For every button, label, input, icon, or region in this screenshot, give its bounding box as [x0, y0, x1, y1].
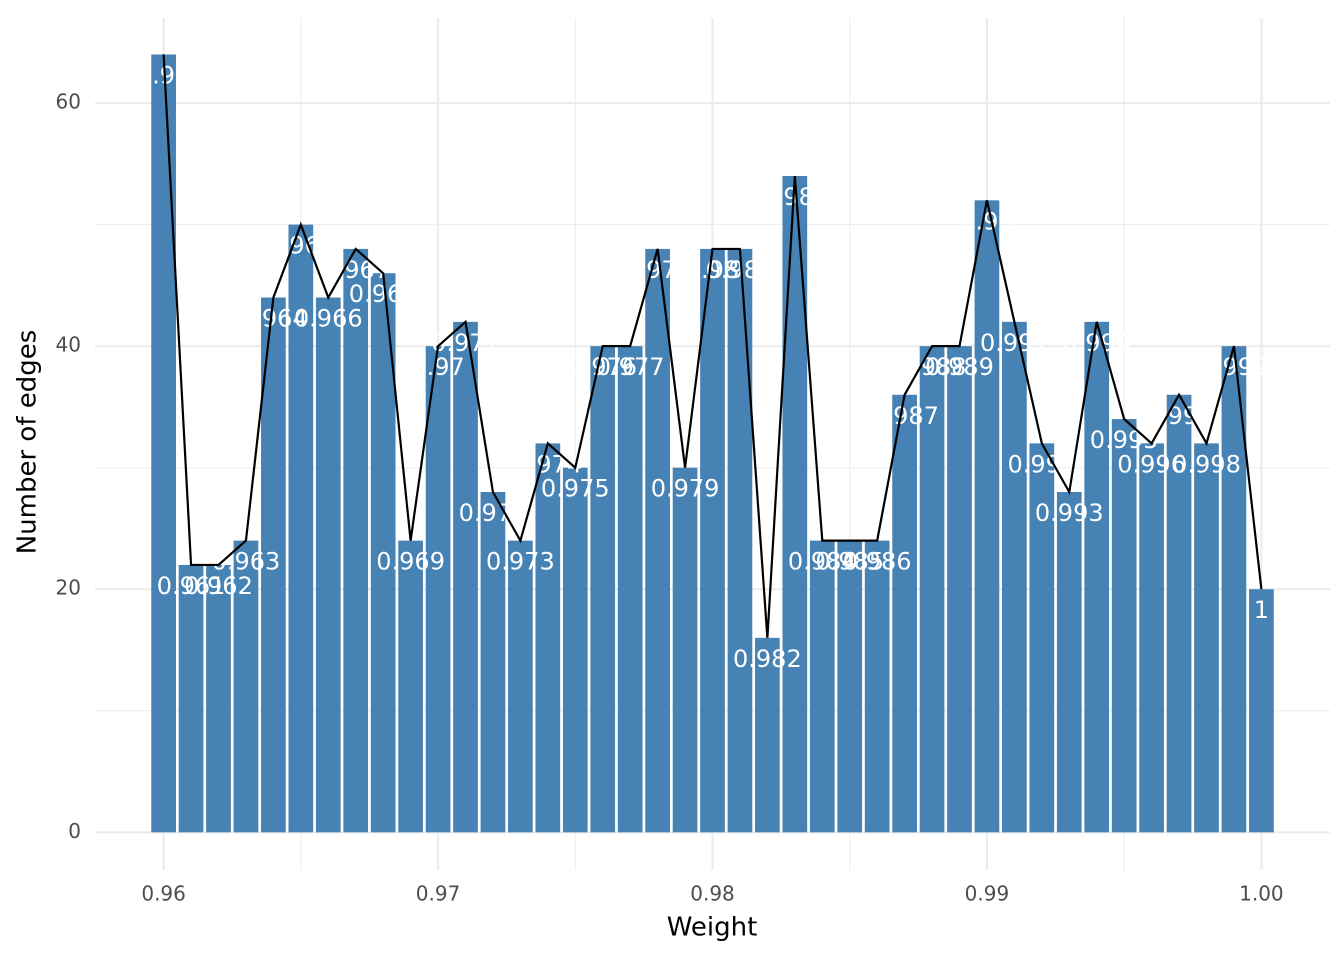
bar: [151, 54, 176, 833]
bar-label: 0.996: [1117, 450, 1186, 478]
x-tick-label: 1.00: [1239, 882, 1284, 906]
bar-label: 0.966: [294, 305, 363, 333]
bar-label: 0.976: [568, 353, 637, 381]
bar: [809, 540, 835, 833]
bar: [782, 176, 808, 833]
bar-label: 0.994: [1062, 329, 1131, 357]
bar: [178, 564, 204, 833]
bar-label: 0.968: [349, 280, 418, 308]
y-tick-label: 60: [56, 90, 81, 114]
bar: [590, 346, 616, 833]
bar: [919, 346, 945, 833]
trend-line: [162, 54, 1263, 638]
bar: [261, 297, 286, 833]
bar-label: 0.98: [686, 256, 739, 284]
bar: [206, 564, 231, 833]
bar: [315, 297, 341, 833]
bar: [398, 540, 423, 833]
bar: [480, 492, 506, 833]
bar-label: 0.979: [651, 475, 720, 503]
bar: [1084, 321, 1110, 833]
bar: [1194, 443, 1219, 833]
bar: [755, 637, 780, 833]
bar: [645, 248, 670, 833]
bar: [1139, 443, 1164, 833]
bar-label: 0.991: [980, 329, 1049, 357]
bar: [617, 346, 643, 833]
bar-label: 0.969: [376, 548, 445, 576]
bar-label: 0.989: [925, 353, 994, 381]
bar: [425, 346, 451, 833]
bar: [233, 540, 259, 833]
bar: [1056, 492, 1082, 833]
bar-label: 0.993: [1035, 499, 1104, 527]
bar: [1029, 443, 1055, 833]
bar-label: 0.961: [157, 572, 226, 600]
bar-label: 0.97: [411, 353, 464, 381]
bar: [370, 273, 396, 833]
bar-label: 1: [1254, 596, 1269, 624]
y-axis-title: Number of edges: [13, 330, 43, 555]
bar-label: 0.988: [898, 353, 967, 381]
bar: [837, 540, 863, 833]
bar: [1166, 394, 1192, 833]
bar-label: 0.965: [266, 232, 335, 260]
bar-label: 0.998: [1172, 450, 1241, 478]
y-tick-label: 0: [68, 819, 81, 843]
bar-label: 0.992: [1007, 450, 1076, 478]
bar-label: 0.99: [960, 207, 1013, 235]
bar-label: 0.975: [541, 475, 610, 503]
bar: [535, 443, 561, 833]
bar: [947, 346, 972, 833]
bar-label: 0.982: [733, 645, 802, 673]
bar: [562, 467, 588, 833]
x-axis-title: Weight: [667, 913, 758, 943]
bar-label: 0.962: [184, 572, 253, 600]
bar: [1002, 321, 1027, 833]
bar: [288, 224, 314, 833]
x-tick-label: 0.98: [690, 882, 735, 906]
bar-label: 0.987: [870, 402, 939, 430]
bar-label: 0.984: [788, 548, 857, 576]
bar-label: 0.972: [459, 499, 528, 527]
bar: [672, 467, 698, 833]
bar-label: 0.999: [1200, 353, 1269, 381]
x-tick-label: 0.99: [965, 882, 1010, 906]
bar-label: 0.973: [486, 548, 555, 576]
bar-label: 0.977: [596, 353, 665, 381]
bar: [1111, 419, 1137, 833]
bar: [892, 394, 917, 833]
x-tick-label: 0.97: [416, 882, 461, 906]
bar: [727, 248, 753, 833]
bar: [508, 540, 533, 833]
bar: [1249, 589, 1274, 833]
bar: [343, 248, 369, 833]
x-tick-label: 0.96: [141, 882, 186, 906]
bar: [700, 248, 725, 833]
y-tick-label: 40: [56, 333, 81, 357]
bar-label: 0.985: [815, 548, 884, 576]
bar: [453, 321, 478, 833]
bar: [864, 540, 890, 833]
bar: [974, 200, 1000, 833]
bar-label: 0.964: [239, 305, 308, 333]
bar-label: 0.997: [1145, 402, 1214, 430]
bar-label: 0.986: [843, 548, 912, 576]
y-tick-label: 20: [56, 576, 81, 600]
bar-label: 0.978: [623, 256, 692, 284]
